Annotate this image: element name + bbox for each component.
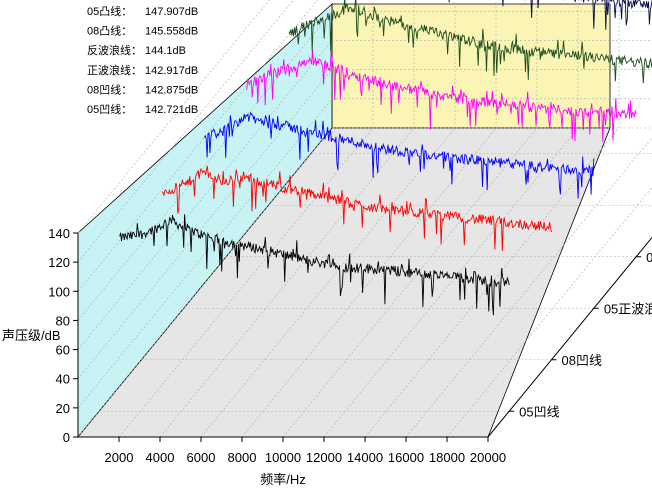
- y-tick-label: 0: [63, 430, 70, 445]
- floor-grid-x: [118, 127, 374, 438]
- x-tick-label: 8000: [228, 450, 257, 465]
- x-tick-label: 14000: [347, 450, 383, 465]
- series-line: [203, 111, 595, 199]
- y-axis-label: 声压级/dB: [2, 328, 61, 343]
- legend-value: 145.558dB: [145, 26, 198, 38]
- x-tick-label: 16000: [388, 450, 424, 465]
- axes: 2000 4000 6000 8000 10000 12000 14000 16000 1800…: [48, 226, 652, 465]
- x-tick-label: 20000: [470, 450, 506, 465]
- series-line: [288, 0, 652, 84]
- floor-grid-x: [241, 127, 497, 438]
- legend-value: 142.875dB: [145, 84, 198, 96]
- legend-label: 08凹线：: [87, 82, 132, 96]
- side-grid-y: [77, 40, 333, 350]
- z-tick-label: 08凹线: [562, 353, 602, 368]
- legend-label: 08凸线：: [87, 24, 132, 38]
- z-tick-label: 05反波浪线: [646, 250, 652, 265]
- x-axis-label: 频率/Hz: [260, 472, 306, 487]
- floor-grid-x: [405, 137, 652, 438]
- x-tick-label: 2000: [105, 450, 134, 465]
- z-axis-line: [487, 236, 652, 438]
- y-tick-label: 100: [48, 284, 70, 299]
- side-grid-y: [77, 0, 294, 263]
- legend-label: 05凹线：: [87, 102, 132, 116]
- floor-grid-x: [364, 127, 620, 438]
- legend-value: 144.1dB: [145, 45, 186, 57]
- x-tick-label: 12000: [306, 450, 342, 465]
- legend-value: 142.721dB: [145, 104, 198, 116]
- y-tick-label: 140: [48, 226, 70, 241]
- series-line: [161, 165, 552, 252]
- floor-grid-x: [323, 127, 579, 438]
- x-tick-label: 18000: [429, 450, 465, 465]
- side-grid-y: [77, 69, 333, 379]
- series-lines: [119, 0, 652, 316]
- floor-grid-x: [200, 127, 456, 438]
- series-line: [246, 49, 637, 142]
- legend-value: 142.917dB: [145, 65, 198, 77]
- x-tick-label: 6000: [187, 450, 216, 465]
- grid-lines: [77, 0, 652, 438]
- legend-label: 05凸线：: [87, 4, 132, 18]
- side-grid-y: [77, 11, 333, 321]
- x-tick-label: 10000: [265, 450, 301, 465]
- y-tick-label: 120: [48, 255, 70, 270]
- x-tick-label: 4000: [146, 450, 175, 465]
- series-line: [119, 214, 510, 316]
- y-tick-label: 20: [56, 401, 70, 416]
- z-tick-label: 05凹线: [519, 404, 559, 419]
- legend-value: 147.907dB: [145, 6, 198, 18]
- z-tick-label: 05正波浪线: [604, 301, 652, 316]
- side-grid-y: [77, 98, 333, 409]
- floor-grid-x: [282, 127, 538, 438]
- floor-grid-x: [159, 127, 415, 438]
- y-tick-label: 40: [56, 372, 70, 387]
- y-tick-label: 80: [56, 313, 70, 328]
- legend-label: 正波浪线：: [87, 63, 142, 77]
- y-tick-label: 60: [56, 343, 70, 358]
- legend-label: 反波浪线：: [87, 43, 142, 57]
